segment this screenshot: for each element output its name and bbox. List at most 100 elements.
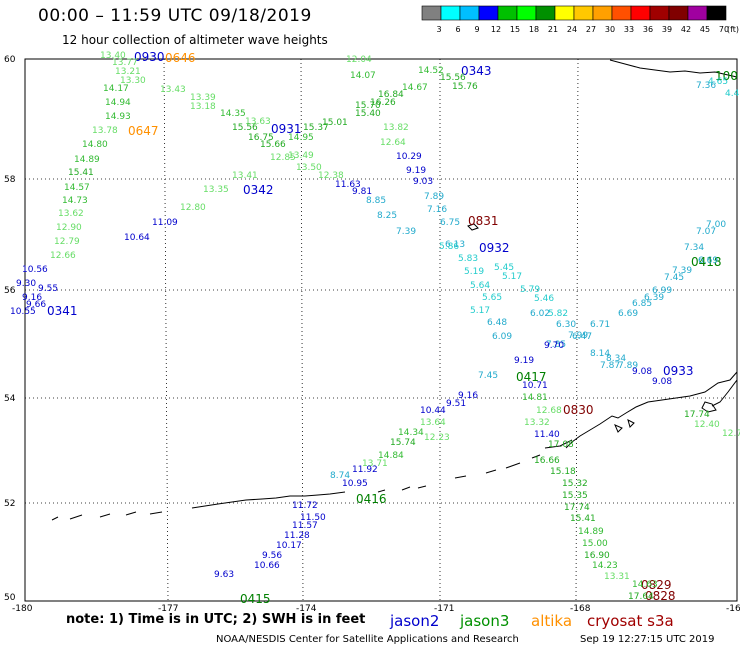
- wave-height-value: 12.04: [346, 55, 372, 65]
- colorbar-swatch: [459, 5, 480, 21]
- legend-item: jason2: [390, 612, 440, 630]
- wave-height-value: 13.30: [120, 76, 146, 86]
- wave-height-value: 6.85: [632, 299, 652, 309]
- latitude-label: 50: [4, 593, 16, 603]
- wave-height-value: 14.89: [74, 155, 100, 165]
- colorbar-tick-label: 42: [681, 25, 691, 34]
- wave-height-value: 11.92: [352, 465, 378, 475]
- color-scale-bar: 3 6 9 12 15 18 21 24 27 30 33 36 39 42 45 70(ft): [421, 5, 739, 34]
- latitude-label: 58: [4, 175, 16, 185]
- wave-height-value: 6.30: [556, 320, 576, 330]
- wave-height-value: 17.74: [564, 503, 590, 513]
- wave-height-value: 8.14: [590, 349, 610, 359]
- pass-time-label: 0828: [645, 589, 676, 603]
- pass-time-label: 0416: [356, 492, 387, 506]
- colorbar-tick-label: 9: [474, 25, 479, 34]
- colorbar-swatch: [478, 5, 499, 21]
- longitude-label: -165: [726, 604, 740, 614]
- wave-height-value: 15.40: [355, 109, 381, 119]
- latitude-label: 54: [4, 394, 16, 404]
- wave-height-value: 5.82: [548, 309, 568, 319]
- wave-height-value: 13.50: [296, 163, 322, 173]
- legend-item: altika: [531, 612, 573, 630]
- wave-height-value: 7.89: [618, 361, 638, 371]
- pass-time-label: 0829: [641, 578, 672, 592]
- pass-time-label: 0342: [243, 183, 274, 197]
- wave-height-value: 6.99: [652, 286, 672, 296]
- wave-height-value: 17.64: [628, 592, 654, 602]
- legend-item: cryosat s3a: [587, 612, 674, 630]
- footnote: note: 1) Time is in UTC; 2) SWH is in fe…: [66, 612, 366, 627]
- wave-height-value: 16.26: [370, 98, 396, 108]
- coastlines: [51, 59, 738, 521]
- wave-height-value: 16.75: [248, 133, 274, 143]
- wave-height-value: 15.32: [562, 479, 588, 489]
- wave-height-value: 12.85: [270, 153, 296, 163]
- colorbar-swatch: [592, 5, 613, 21]
- shumagin-islands: [614, 419, 635, 433]
- wave-height-value: 13.21: [115, 67, 141, 77]
- aleutian-islands-central: [377, 485, 427, 493]
- aleutian-islands-west: [191, 491, 346, 509]
- wave-height-value: 10.29: [396, 152, 422, 162]
- colorbar-tick-label: 12: [491, 25, 501, 34]
- wave-height-value: 13.31: [604, 572, 630, 582]
- wave-height-value: 13.63: [245, 117, 271, 127]
- wave-height-value: 17.08: [548, 440, 574, 450]
- wave-height-value: 7.36: [696, 81, 716, 91]
- wave-height-value: 10.44: [420, 406, 446, 416]
- alaska-peninsula-coast: [565, 371, 738, 449]
- pass-time-label: 0830: [563, 403, 594, 417]
- pass-time-label: 0647: [128, 124, 159, 138]
- wave-height-value: 8.74: [330, 471, 350, 481]
- wave-height-value: 12.79: [54, 237, 80, 247]
- wave-height-value: 14.80: [82, 140, 108, 150]
- wave-height-value: 14.35: [220, 109, 246, 119]
- wave-height-value: 5.17: [502, 272, 522, 282]
- wave-height-value: 14.34: [398, 428, 424, 438]
- wave-height-value: 13.40: [100, 51, 126, 61]
- wave-height-value: 12.70: [722, 429, 740, 439]
- wave-height-value: 7.45: [664, 273, 684, 283]
- pass-time-label: 0933: [663, 364, 694, 378]
- colorbar-swatch: [535, 5, 556, 21]
- colorbar-unit-label: (ft): [727, 25, 739, 34]
- wave-height-value: 12.80: [180, 203, 206, 213]
- colorbar-swatch: [687, 5, 708, 21]
- map-frame: [24, 58, 738, 602]
- wave-height-value: 5.83: [458, 254, 478, 264]
- wave-height-value: 6.09: [492, 332, 512, 342]
- latitude-label: 60: [4, 55, 16, 65]
- pass-time-label: 0831: [468, 214, 499, 228]
- colorbar-tick-label: 36: [643, 25, 653, 34]
- wave-height-value: 5.64: [470, 281, 490, 291]
- wave-height-value: 7.39: [396, 227, 416, 237]
- near-islands: [51, 511, 163, 521]
- wave-height-value: 11.63: [335, 180, 361, 190]
- wave-height-value: 14.81: [522, 393, 548, 403]
- wave-height-value: 10.17: [276, 541, 302, 551]
- map-subtitle: 12 hour collection of altimeter wave hei…: [62, 33, 328, 47]
- map-title: 00:00 – 11:59 UTC 09/18/2019: [38, 6, 312, 26]
- pass-time-label: 0930: [134, 50, 165, 64]
- wave-height-value: 15.00: [582, 539, 608, 549]
- wave-height-value: 9.30: [16, 279, 36, 289]
- pass-time-label: 0343: [461, 64, 492, 78]
- colorbar-swatch: [630, 5, 651, 21]
- wave-height-value: 13.78: [92, 126, 118, 136]
- wave-height-value: 7.39: [672, 266, 692, 276]
- wave-height-value: 10.66: [254, 561, 280, 571]
- wave-height-value: 7.34: [684, 243, 704, 253]
- pass-time-label: 0931: [271, 122, 302, 136]
- pass-time-label: 0932: [479, 241, 510, 255]
- wave-height-value: 15.01: [322, 118, 348, 128]
- wave-height-value: 9.66: [26, 300, 46, 310]
- pass-time-label: 0415: [240, 592, 271, 606]
- wave-height-value: 7.00: [706, 220, 726, 230]
- wave-height-value: 11.72: [292, 501, 318, 511]
- wave-height-value: 6.02: [530, 309, 550, 319]
- longitude-label: -171: [434, 604, 454, 614]
- wave-height-value: 16.84: [378, 90, 404, 100]
- kodiak-island: [701, 401, 717, 413]
- wave-height-value: 5.17: [470, 306, 490, 316]
